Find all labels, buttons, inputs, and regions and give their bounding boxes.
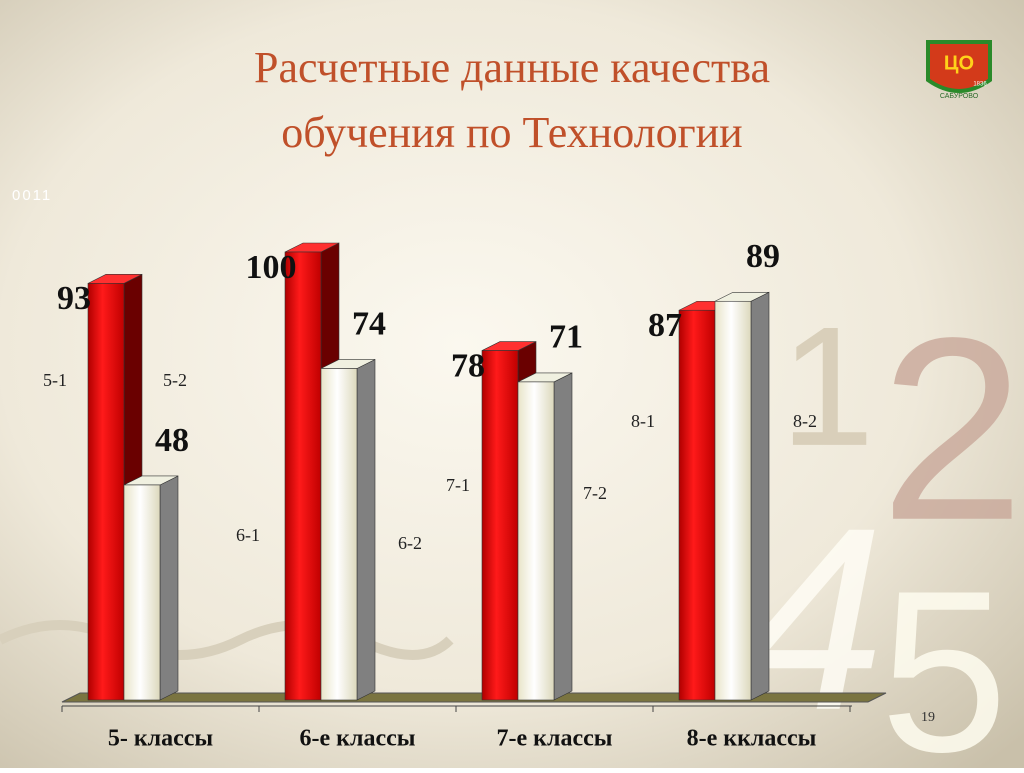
bar-front (481, 350, 519, 701)
x-tick-label: 8-е кклассы (687, 726, 817, 752)
chart-title: Расчетные данные качества (254, 43, 770, 92)
logo-text: ЦО (944, 52, 974, 74)
bar-front (320, 368, 358, 701)
decor-digit: 1 (780, 292, 875, 482)
bar-side (553, 372, 573, 701)
logo-text: САБУРОВО (940, 93, 979, 100)
value-label: 93 (57, 280, 91, 317)
chart-title: обучения по Технологии (281, 108, 742, 157)
decor-digit: 2 (880, 285, 1024, 575)
bar-side (159, 475, 179, 701)
bar-label: 8-1 (631, 411, 655, 431)
x-tick-label: 7-е классы (497, 726, 613, 752)
bar-front (678, 309, 716, 701)
bar-label: 6-1 (236, 525, 260, 545)
value-label: 78 (451, 347, 485, 384)
value-label: 89 (746, 238, 780, 275)
bar-front (123, 484, 161, 701)
bar (123, 475, 179, 701)
chart: 5- классы 93 5-1 48 5-2 6-е классы 100 6-1 74 6-2… (43, 238, 887, 752)
bar (714, 291, 770, 701)
x-tick-label: 5- классы (108, 726, 214, 752)
value-label: 87 (648, 307, 682, 344)
decor-wave (0, 620, 454, 660)
x-tick-label: 6-е классы (300, 726, 416, 752)
bar-front (284, 251, 322, 701)
bar-label: 8-2 (793, 411, 817, 431)
slide-code: 0011 (12, 187, 52, 204)
bar (320, 358, 376, 701)
logo: ЦО САБУРОВО 1836 (926, 40, 992, 100)
value-label: 74 (352, 305, 386, 342)
bar-front (87, 283, 125, 701)
bar-label: 6-2 (398, 533, 422, 553)
bar-label: 7-1 (446, 475, 470, 495)
bar-front (714, 300, 752, 701)
bar-label: 7-2 (583, 483, 607, 503)
decor-digit: 5 (880, 543, 1008, 768)
logo-text: 1836 (973, 82, 987, 88)
bar-label: 5-2 (163, 370, 187, 390)
logo-shield (926, 40, 992, 93)
bar-side (750, 291, 770, 701)
bar-label: 5-1 (43, 370, 67, 390)
bar-front (517, 381, 555, 701)
bar-side (356, 358, 376, 701)
value-label: 48 (155, 422, 189, 459)
decor: 1 2 4 5 (740, 285, 1024, 773)
value-label: 100 (246, 249, 297, 286)
value-label: 71 (549, 319, 583, 356)
bar (517, 372, 573, 701)
page-number: 19 (921, 710, 935, 725)
